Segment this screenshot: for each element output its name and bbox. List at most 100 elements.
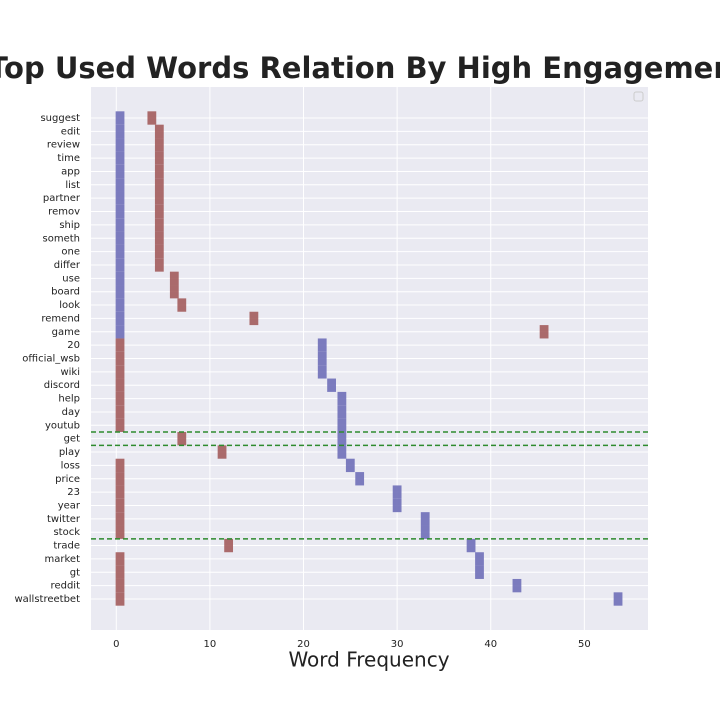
y-tick-label: app <box>61 166 80 177</box>
bar <box>317 338 327 352</box>
y-tick-label: help <box>58 394 80 405</box>
bar <box>613 592 623 606</box>
bar <box>115 311 125 326</box>
y-tick-label: price <box>55 474 80 485</box>
bar <box>115 378 125 392</box>
bar <box>115 592 125 606</box>
bar <box>115 231 125 245</box>
y-tick-label: get <box>64 434 81 445</box>
bar <box>345 458 355 473</box>
bar <box>337 418 347 432</box>
bar <box>392 485 402 499</box>
y-tick-label: reddit <box>51 581 81 592</box>
bar <box>147 111 157 125</box>
y-tick-label: use <box>62 273 80 284</box>
y-tick-label: someth <box>43 233 80 244</box>
bar <box>327 378 336 392</box>
bar <box>512 578 522 593</box>
bar <box>154 218 164 232</box>
bar <box>355 472 365 486</box>
bar <box>475 565 484 579</box>
y-tick-label: discord <box>44 380 80 391</box>
bar <box>154 178 164 192</box>
bar <box>154 138 164 152</box>
y-tick-label: remend <box>41 313 80 324</box>
bar <box>337 391 347 406</box>
y-tick-label: remov <box>48 207 80 218</box>
y-tick-label: look <box>59 300 80 311</box>
bar <box>115 338 125 352</box>
y-tick-label: edit <box>61 126 80 137</box>
bar <box>420 512 430 526</box>
bar <box>169 271 179 286</box>
x-tick-label: 40 <box>484 639 497 650</box>
bar <box>115 498 125 513</box>
y-tick-label: play <box>59 447 80 458</box>
bar <box>154 258 164 272</box>
y-tick-label: loss <box>61 460 80 471</box>
legend-box <box>633 91 644 102</box>
bar <box>249 311 259 326</box>
x-tick-label: 10 <box>204 639 217 650</box>
bar <box>115 525 125 539</box>
y-tick-label: partner <box>43 193 81 204</box>
y-tick-label: twitter <box>47 514 81 525</box>
bar <box>466 538 476 553</box>
y-tick-label: game <box>52 327 80 338</box>
x-tick-label: 20 <box>297 639 310 650</box>
bar <box>420 525 430 539</box>
bar <box>475 552 484 566</box>
bar <box>115 578 125 593</box>
bar <box>392 498 402 513</box>
bar <box>115 244 125 259</box>
bar <box>115 204 125 219</box>
y-tick-label: 23 <box>67 487 80 498</box>
y-tick-label: market <box>45 554 81 565</box>
bar <box>154 231 164 245</box>
bar <box>177 431 187 446</box>
bar <box>154 244 164 259</box>
bar <box>115 405 125 419</box>
bar <box>115 458 125 473</box>
bar <box>115 552 125 566</box>
bar <box>115 124 125 139</box>
bar <box>115 218 125 232</box>
bar <box>115 178 125 192</box>
x-tick-label: 30 <box>391 639 404 650</box>
y-tick-label: stock <box>53 527 80 538</box>
bar <box>115 565 125 579</box>
y-tick-label: review <box>47 140 80 151</box>
bar <box>115 271 125 286</box>
bar <box>115 418 125 432</box>
bar <box>337 405 347 419</box>
y-tick-label: gt <box>70 567 80 578</box>
y-tick-label: year <box>58 500 81 511</box>
bar <box>224 538 234 553</box>
chart-title: Top Used Words Relation By High Engageme… <box>0 51 720 85</box>
y-tick-label: wiki <box>60 367 80 378</box>
y-tick-label: wallstreetbet <box>14 594 80 605</box>
bar <box>169 285 179 299</box>
bar <box>115 472 125 486</box>
bar <box>115 391 125 406</box>
y-tick-label: youtub <box>45 420 80 431</box>
y-tick-label: 20 <box>67 340 80 351</box>
bar <box>337 445 347 459</box>
bar <box>317 365 327 379</box>
bar <box>539 325 549 339</box>
x-tick-label: 50 <box>578 639 591 650</box>
bar <box>177 298 187 312</box>
bar <box>115 151 125 165</box>
y-tick-label: board <box>51 287 80 298</box>
bar <box>115 111 125 125</box>
y-tick-label: one <box>61 247 80 258</box>
x-axis-label: Word Frequency <box>288 648 449 672</box>
y-tick-label: ship <box>59 220 80 231</box>
bar <box>115 298 125 312</box>
y-tick-label: time <box>57 153 80 164</box>
bar <box>115 485 125 499</box>
bar <box>115 285 125 299</box>
y-tick-label: official_wsb <box>22 354 80 365</box>
bar <box>115 325 125 339</box>
